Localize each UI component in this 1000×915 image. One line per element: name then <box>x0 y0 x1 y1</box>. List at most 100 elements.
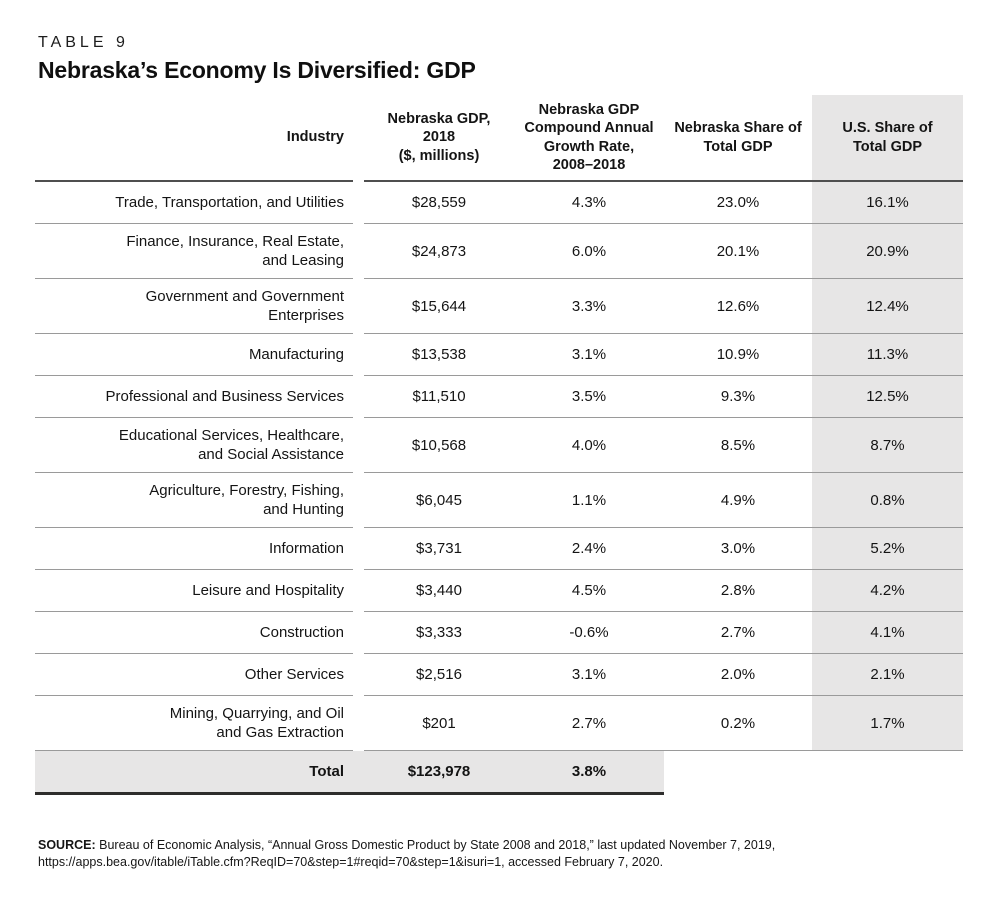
column-header-nebraska-share: Nebraska Share of Total GDP <box>664 95 812 182</box>
table-row: Agriculture, Forestry, Fishing, and Hunt… <box>35 473 963 528</box>
nebraska-gdp-cell: $201 <box>364 696 514 751</box>
column-gap <box>353 224 364 279</box>
table-row: Leisure and Hospitality $3,440 4.5% 2.8%… <box>35 570 963 612</box>
column-gap <box>353 654 364 696</box>
growth-rate-cell: 3.5% <box>514 376 664 418</box>
growth-rate-cell: 2.4% <box>514 528 664 570</box>
table-row: Mining, Quarrying, and Oil and Gas Extra… <box>35 696 963 751</box>
industry-cell: Leisure and Hospitality <box>35 570 353 612</box>
industry-cell: Agriculture, Forestry, Fishing, and Hunt… <box>35 473 353 528</box>
nebraska-share-cell: 8.5% <box>664 418 812 473</box>
nebraska-share-cell: 0.2% <box>664 696 812 751</box>
nebraska-share-cell: 10.9% <box>664 334 812 376</box>
column-gap <box>353 528 364 570</box>
us-share-cell: 8.7% <box>812 418 963 473</box>
table-row: Finance, Insurance, Real Estate, and Lea… <box>35 224 963 279</box>
table-row: Construction $3,333 -0.6% 2.7% 4.1% <box>35 612 963 654</box>
table-row: Other Services $2,516 3.1% 2.0% 2.1% <box>35 654 963 696</box>
column-gap <box>353 182 364 224</box>
us-share-cell: 2.1% <box>812 654 963 696</box>
industry-cell: Finance, Insurance, Real Estate, and Lea… <box>35 224 353 279</box>
nebraska-gdp-cell: $3,440 <box>364 570 514 612</box>
table-body: Trade, Transportation, and Utilities $28… <box>35 182 963 751</box>
nebraska-gdp-cell: $3,333 <box>364 612 514 654</box>
total-gdp-cell: $123,978 <box>364 751 514 795</box>
table-figure: TABLE 9 Nebraska’s Economy Is Diversifie… <box>35 0 963 871</box>
us-share-cell: 16.1% <box>812 182 963 224</box>
growth-rate-cell: 6.0% <box>514 224 664 279</box>
table-row: Government and Government Enterprises $1… <box>35 279 963 334</box>
column-gap <box>353 279 364 334</box>
nebraska-gdp-cell: $13,538 <box>364 334 514 376</box>
table-row: Educational Services, Healthcare, and So… <box>35 418 963 473</box>
industry-cell: Trade, Transportation, and Utilities <box>35 182 353 224</box>
nebraska-share-cell: 4.9% <box>664 473 812 528</box>
nebraska-share-cell: 2.0% <box>664 654 812 696</box>
column-gap <box>353 95 364 182</box>
nebraska-share-cell: 2.7% <box>664 612 812 654</box>
column-header-nebraska-gdp: Nebraska GDP, 2018 ($, millions) <box>364 95 514 182</box>
nebraska-gdp-cell: $28,559 <box>364 182 514 224</box>
column-gap <box>353 334 364 376</box>
source-label: SOURCE: <box>38 838 96 852</box>
us-share-cell: 4.1% <box>812 612 963 654</box>
column-gap <box>353 376 364 418</box>
total-empty-us-share-cell <box>812 751 963 795</box>
table-label: TABLE 9 <box>38 34 129 51</box>
nebraska-share-cell: 12.6% <box>664 279 812 334</box>
industry-cell: Information <box>35 528 353 570</box>
nebraska-share-cell: 9.3% <box>664 376 812 418</box>
nebraska-gdp-cell: $3,731 <box>364 528 514 570</box>
source-text: Bureau of Economic Analysis, “Annual Gro… <box>38 838 776 869</box>
total-row: Total $123,978 3.8% <box>35 751 963 795</box>
nebraska-gdp-cell: $24,873 <box>364 224 514 279</box>
column-gap <box>353 751 364 795</box>
growth-rate-cell: 2.7% <box>514 696 664 751</box>
growth-rate-cell: 3.1% <box>514 334 664 376</box>
growth-rate-cell: 4.3% <box>514 182 664 224</box>
column-header-growth-rate: Nebraska GDP Compound Annual Growth Rate… <box>514 95 664 182</box>
column-header-us-share: U.S. Share of Total GDP <box>812 95 963 182</box>
nebraska-gdp-cell: $15,644 <box>364 279 514 334</box>
us-share-cell: 4.2% <box>812 570 963 612</box>
industry-cell: Other Services <box>35 654 353 696</box>
table-header-row: Industry Nebraska GDP, 2018 ($, millions… <box>35 95 963 182</box>
industry-cell: Mining, Quarrying, and Oil and Gas Extra… <box>35 696 353 751</box>
column-gap <box>353 473 364 528</box>
table-row: Professional and Business Services $11,5… <box>35 376 963 418</box>
table-row: Information $3,731 2.4% 3.0% 5.2% <box>35 528 963 570</box>
table-row: Trade, Transportation, and Utilities $28… <box>35 182 963 224</box>
us-share-cell: 11.3% <box>812 334 963 376</box>
industry-cell: Construction <box>35 612 353 654</box>
us-share-cell: 20.9% <box>812 224 963 279</box>
gdp-table: Industry Nebraska GDP, 2018 ($, millions… <box>35 95 963 795</box>
nebraska-gdp-cell: $11,510 <box>364 376 514 418</box>
nebraska-share-cell: 23.0% <box>664 182 812 224</box>
growth-rate-cell: 4.5% <box>514 570 664 612</box>
table-title: Nebraska’s Economy Is Diversified: GDP <box>38 57 476 83</box>
industry-cell: Government and Government Enterprises <box>35 279 353 334</box>
nebraska-share-cell: 20.1% <box>664 224 812 279</box>
us-share-cell: 0.8% <box>812 473 963 528</box>
growth-rate-cell: 3.3% <box>514 279 664 334</box>
column-gap <box>353 418 364 473</box>
nebraska-gdp-cell: $6,045 <box>364 473 514 528</box>
us-share-cell: 12.4% <box>812 279 963 334</box>
total-empty-ne-share-cell <box>664 751 812 795</box>
nebraska-gdp-cell: $2,516 <box>364 654 514 696</box>
column-gap <box>353 696 364 751</box>
growth-rate-cell: 3.1% <box>514 654 664 696</box>
source-note: SOURCE: Bureau of Economic Analysis, “An… <box>38 837 963 871</box>
column-gap <box>353 612 364 654</box>
nebraska-gdp-cell: $10,568 <box>364 418 514 473</box>
growth-rate-cell: -0.6% <box>514 612 664 654</box>
industry-cell: Professional and Business Services <box>35 376 353 418</box>
growth-rate-cell: 4.0% <box>514 418 664 473</box>
us-share-cell: 1.7% <box>812 696 963 751</box>
us-share-cell: 5.2% <box>812 528 963 570</box>
column-gap <box>353 570 364 612</box>
table-row: Manufacturing $13,538 3.1% 10.9% 11.3% <box>35 334 963 376</box>
growth-rate-cell: 1.1% <box>514 473 664 528</box>
total-growth-cell: 3.8% <box>514 751 664 795</box>
